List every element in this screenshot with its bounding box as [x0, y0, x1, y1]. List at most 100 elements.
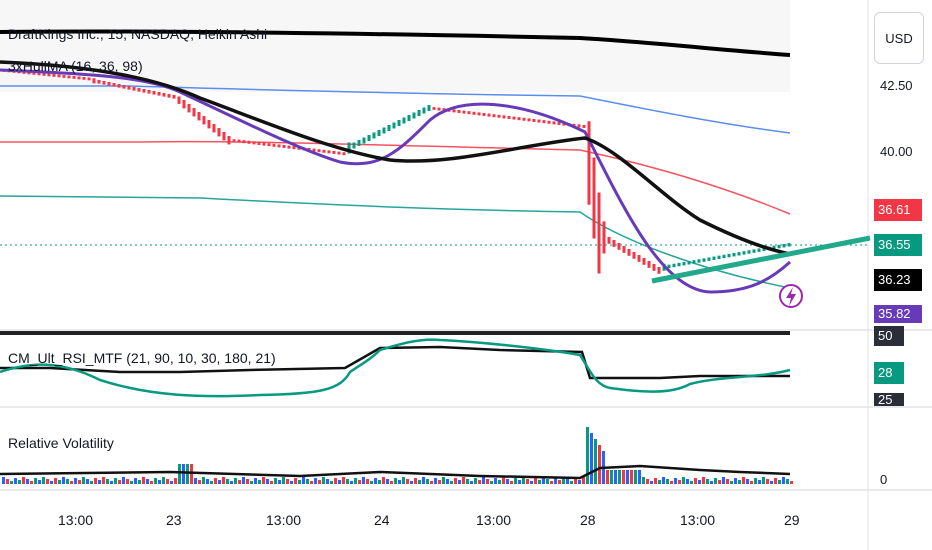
- candle: [527, 118, 531, 122]
- volatility-bar: [182, 464, 185, 484]
- candle: [377, 130, 381, 136]
- volatility-bar: [226, 479, 229, 484]
- candle: [222, 132, 226, 141]
- volatility-bar: [642, 477, 645, 484]
- volatility-bar: [130, 481, 133, 484]
- volatility-bar: [46, 479, 49, 484]
- candle: [617, 243, 621, 250]
- candle: [197, 112, 201, 121]
- volatility-legend[interactable]: Relative Volatility: [8, 435, 114, 451]
- currency-button[interactable]: USD: [874, 12, 924, 64]
- candle: [77, 76, 81, 80]
- volatility-bar: [510, 481, 513, 484]
- volatility-bar: [322, 477, 325, 484]
- candle: [32, 72, 36, 75]
- volatility-bar: [78, 480, 81, 484]
- candle: [497, 114, 501, 118]
- volatility-bar: [366, 479, 369, 484]
- volatility-bar: [774, 478, 777, 484]
- candle: [332, 151, 336, 154]
- candle: [357, 140, 361, 146]
- volatility-bar: [546, 479, 549, 484]
- candle: [232, 139, 236, 142]
- candle: [392, 122, 396, 129]
- candle: [262, 142, 266, 146]
- candle: [692, 260, 696, 264]
- candle: [137, 88, 141, 92]
- volatility-bar: [422, 477, 425, 484]
- volatility-bar: [514, 478, 517, 484]
- volatility-bar: [694, 478, 697, 484]
- candle: [282, 145, 286, 148]
- time-tick: 13:00: [680, 512, 716, 528]
- candle: [687, 261, 691, 265]
- candle: [207, 120, 211, 129]
- candle: [782, 243, 786, 248]
- candle: [187, 104, 191, 113]
- volatility-bar: [66, 479, 69, 484]
- volatility-bar: [666, 479, 669, 484]
- volatility-bar: [218, 480, 221, 484]
- candle: [462, 110, 466, 114]
- volatility-bar: [402, 477, 405, 484]
- volatility-bar: [90, 481, 93, 484]
- volatility-bar: [470, 481, 473, 484]
- volatility-bar: [586, 427, 589, 484]
- candle: [57, 74, 61, 78]
- volatility-bar: [230, 481, 233, 484]
- volatility-bar: [466, 479, 469, 484]
- lightning-alert-icon[interactable]: [779, 284, 803, 308]
- candle: [237, 139, 241, 143]
- candle: [182, 100, 186, 109]
- volatility-bar: [638, 470, 641, 484]
- symbol-title[interactable]: DraftKings Inc., 15, NASDAQ, Heikin Ashi: [8, 26, 268, 42]
- volatility-bar: [450, 481, 453, 484]
- volatility-bar: [10, 481, 13, 484]
- candle: [542, 120, 546, 124]
- candle: [142, 89, 146, 93]
- candle: [427, 105, 431, 111]
- candle: [217, 128, 221, 137]
- volatility-bar: [190, 464, 193, 484]
- volatility-bar: [454, 478, 457, 484]
- candle: [647, 261, 651, 268]
- candle: [517, 117, 521, 121]
- hull-ma-legend[interactable]: 3xHullMA (16, 36, 98): [8, 58, 143, 74]
- candle: [107, 82, 111, 86]
- price-tag-purple: 35.82: [874, 305, 922, 323]
- volatility-bar: [542, 477, 545, 484]
- volatility-bar: [222, 477, 225, 484]
- volatility-bar: [162, 477, 165, 484]
- volatility-bar: [494, 478, 497, 484]
- time-tick: 29: [784, 512, 800, 528]
- volatility-bar: [634, 470, 637, 484]
- volatility-bar: [246, 479, 249, 484]
- volatility-bar: [770, 481, 773, 484]
- candle: [97, 80, 101, 84]
- volatility-bar: [570, 481, 573, 484]
- candle: [777, 244, 781, 249]
- candle: [337, 151, 341, 155]
- volatility-bar: [346, 479, 349, 484]
- volatility-bar: [390, 481, 393, 484]
- time-tick: 23: [166, 512, 182, 528]
- candle: [362, 137, 366, 144]
- candle: [512, 116, 516, 120]
- candle: [602, 221, 606, 254]
- volatility-bar: [526, 479, 529, 484]
- volatility-bar: [314, 478, 317, 484]
- candle: [172, 95, 176, 99]
- volatility-bar: [562, 477, 565, 484]
- volatility-bar: [338, 480, 341, 484]
- volatility-bar: [82, 477, 85, 484]
- candle: [147, 90, 151, 94]
- candle: [702, 258, 706, 262]
- candle: [67, 75, 71, 79]
- candle: [202, 116, 206, 125]
- volatility-bar: [414, 478, 417, 484]
- rsi-legend[interactable]: CM_Ult_RSI_MTF (21, 90, 10, 30, 180, 21): [8, 350, 276, 366]
- volatility-bar: [370, 481, 373, 484]
- volatility-bar: [202, 477, 205, 484]
- volatility-bar: [630, 470, 633, 484]
